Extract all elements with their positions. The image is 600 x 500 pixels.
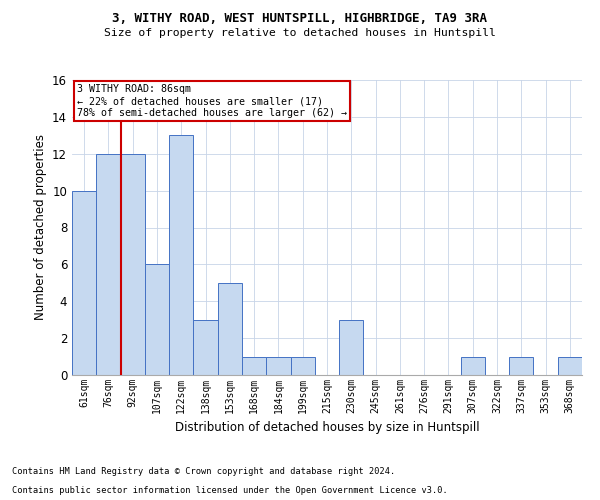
Y-axis label: Number of detached properties: Number of detached properties bbox=[34, 134, 47, 320]
Bar bbox=[169, 136, 193, 375]
Bar bbox=[242, 356, 266, 375]
Text: Size of property relative to detached houses in Huntspill: Size of property relative to detached ho… bbox=[104, 28, 496, 38]
Bar bbox=[218, 283, 242, 375]
Bar bbox=[558, 356, 582, 375]
Bar bbox=[96, 154, 121, 375]
Bar bbox=[72, 190, 96, 375]
Bar bbox=[193, 320, 218, 375]
Text: 3 WITHY ROAD: 86sqm
← 22% of detached houses are smaller (17)
78% of semi-detach: 3 WITHY ROAD: 86sqm ← 22% of detached ho… bbox=[77, 84, 347, 117]
X-axis label: Distribution of detached houses by size in Huntspill: Distribution of detached houses by size … bbox=[175, 422, 479, 434]
Bar bbox=[266, 356, 290, 375]
Text: Contains public sector information licensed under the Open Government Licence v3: Contains public sector information licen… bbox=[12, 486, 448, 495]
Bar bbox=[339, 320, 364, 375]
Bar bbox=[290, 356, 315, 375]
Bar bbox=[509, 356, 533, 375]
Bar bbox=[145, 264, 169, 375]
Bar bbox=[461, 356, 485, 375]
Text: Contains HM Land Registry data © Crown copyright and database right 2024.: Contains HM Land Registry data © Crown c… bbox=[12, 467, 395, 476]
Text: 3, WITHY ROAD, WEST HUNTSPILL, HIGHBRIDGE, TA9 3RA: 3, WITHY ROAD, WEST HUNTSPILL, HIGHBRIDG… bbox=[113, 12, 487, 26]
Bar bbox=[121, 154, 145, 375]
